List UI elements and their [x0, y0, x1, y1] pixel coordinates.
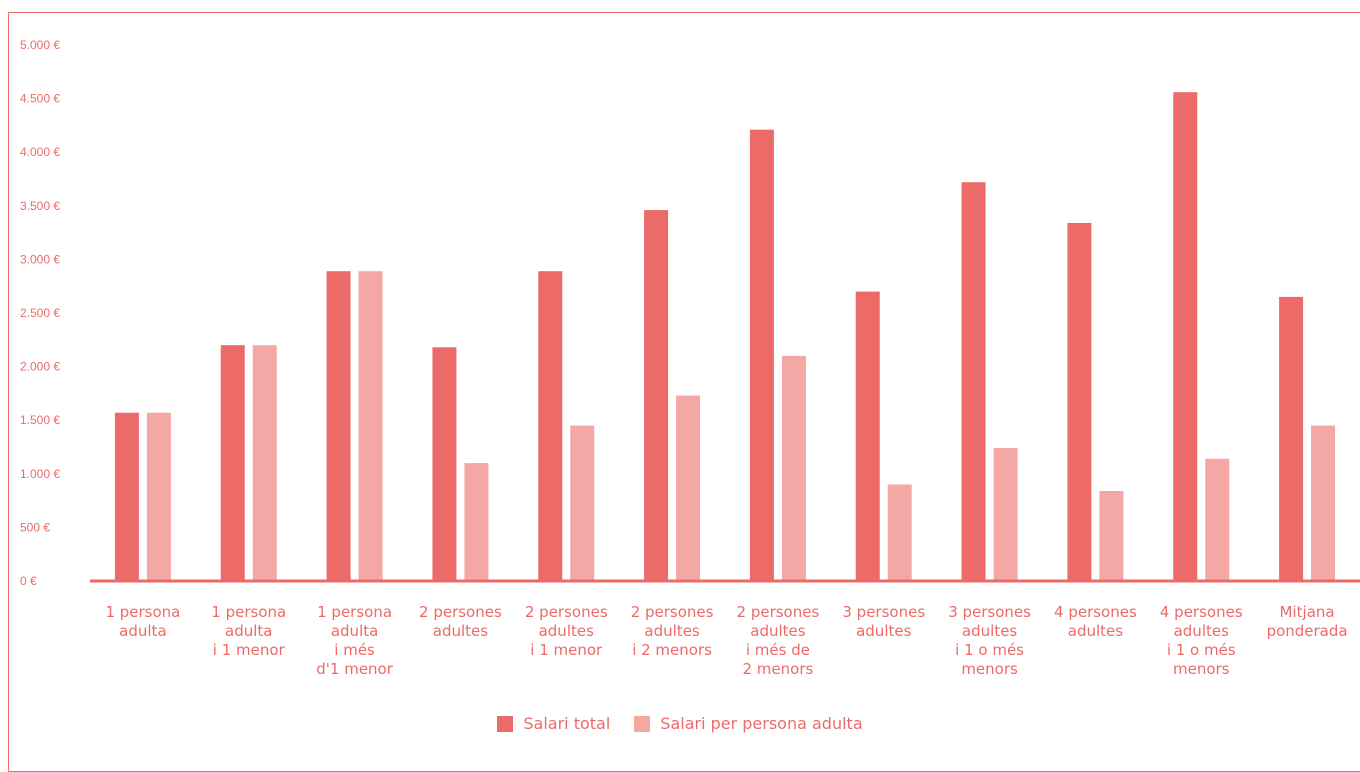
- bar-total: [538, 271, 563, 581]
- y-tick-label: 2.500 €: [20, 306, 60, 320]
- legend-swatch-per-adult: [634, 715, 651, 732]
- y-tick-label: 500 €: [20, 520, 50, 534]
- bar-per-adult: [358, 271, 383, 581]
- bar-total: [1173, 92, 1198, 581]
- bar-per-adult: [993, 448, 1018, 581]
- x-tick-label: 4 persones adultes: [1054, 603, 1137, 640]
- bar-per-adult: [464, 463, 489, 581]
- legend: Salari total Salari per persona adulta: [0, 714, 1360, 733]
- y-tick-label: 3.000 €: [20, 252, 60, 266]
- y-tick-label: 1.000 €: [20, 467, 60, 481]
- x-tick-label: 1 persona adulta i 1 menor: [211, 603, 286, 659]
- bar-total: [326, 271, 351, 581]
- x-tick-label: 2 persones adultes i 1 menor: [525, 603, 608, 659]
- legend-swatch-total: [497, 715, 514, 732]
- bar-total: [432, 347, 457, 581]
- bar-per-adult: [1311, 425, 1336, 581]
- x-tick-label: 3 persones adultes i 1 o més menors: [948, 603, 1031, 678]
- x-tick-label: 2 persones adultes i més de 2 menors: [737, 603, 820, 678]
- bar-total: [749, 129, 774, 582]
- legend-item-total: Salari total: [497, 714, 610, 733]
- bar-per-adult: [887, 484, 912, 581]
- bar-total: [220, 345, 245, 581]
- legend-label-per-adult: Salari per persona adulta: [660, 714, 863, 733]
- x-tick-label: 2 persones adultes: [419, 603, 502, 640]
- legend-label-total: Salari total: [523, 714, 611, 733]
- bar-per-adult: [252, 345, 277, 581]
- y-tick-label: 4.500 €: [20, 92, 60, 106]
- x-tick-label: 1 persona adulta: [105, 603, 180, 640]
- bar-per-adult: [781, 355, 806, 581]
- legend-item-per-adult: Salari per persona adulta: [634, 714, 863, 733]
- bar-chart: 0 € 500 € 1.000 € 1.500 € 2.000 € 2.500 € 3.00…: [20, 38, 1360, 678]
- bar-per-adult: [1099, 490, 1124, 581]
- bar-total: [961, 182, 986, 581]
- bar-per-adult: [676, 395, 701, 581]
- y-tick-label: 0 €: [20, 574, 37, 588]
- y-tick-label: 3.500 €: [20, 199, 60, 213]
- bar-total: [644, 210, 669, 581]
- bar-total: [1067, 222, 1092, 581]
- x-tick-label: 1 persona adulta i més d'1 menor: [316, 603, 393, 678]
- bar-per-adult: [1205, 458, 1230, 581]
- bar-total: [114, 412, 139, 581]
- x-tick-label: Mitjana ponderada: [1267, 603, 1348, 640]
- x-tick-label: 4 persones adultes i 1 o més menors: [1160, 603, 1243, 678]
- y-tick-label: 1.500 €: [20, 413, 60, 427]
- y-tick-label: 2.000 €: [20, 360, 60, 374]
- bar-per-adult: [146, 412, 171, 581]
- x-tick-label: 3 persones adultes: [842, 603, 925, 640]
- bar-total: [855, 291, 880, 581]
- bar-per-adult: [570, 425, 595, 581]
- bar-total: [1279, 296, 1304, 581]
- x-tick-label: 2 persones adultes i 2 menors: [631, 603, 714, 659]
- y-tick-label: 5.000 €: [20, 38, 60, 52]
- y-tick-label: 4.000 €: [20, 145, 60, 159]
